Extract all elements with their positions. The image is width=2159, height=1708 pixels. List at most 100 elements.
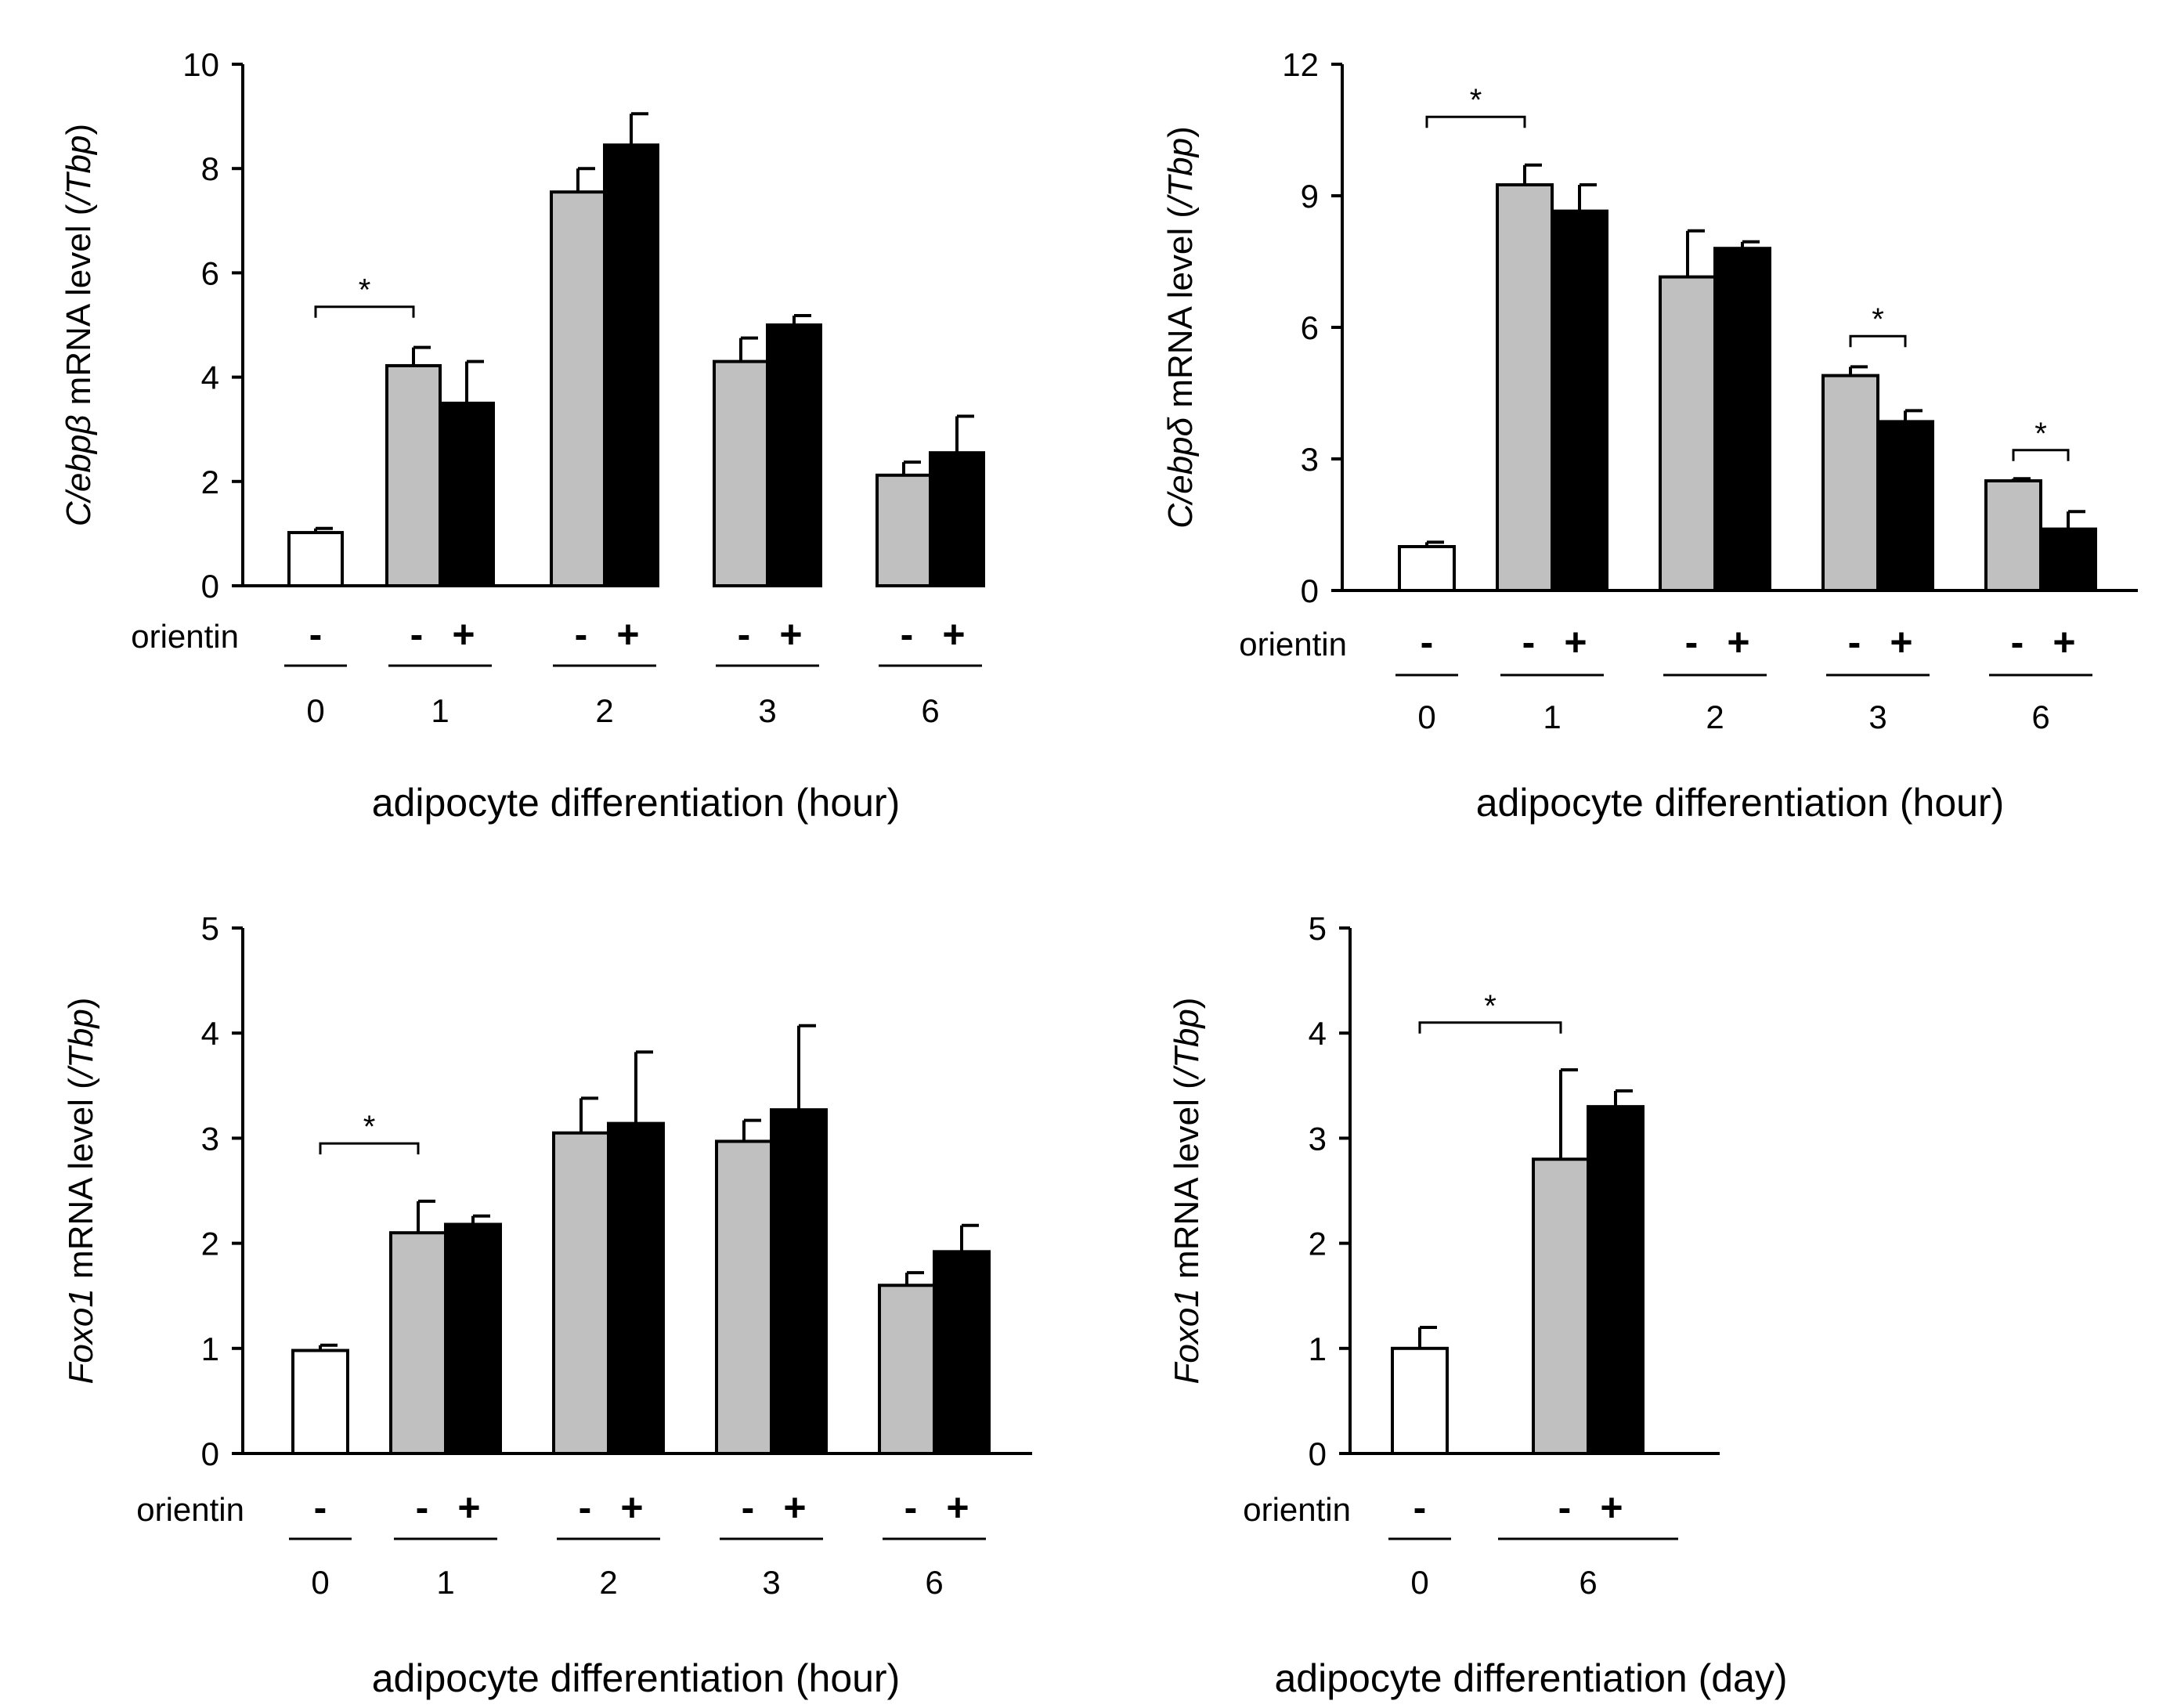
treatment-sign: - [1848,620,1861,664]
y-tick-label: 2 [1309,1226,1327,1262]
y-axis-title-text: mRNA level ( [1161,207,1200,417]
time-label: 0 [306,692,324,729]
y-tick-label: 4 [1309,1015,1327,1052]
treatment-sign: - [742,1486,755,1529]
bar [1532,1157,1590,1455]
time-label: 2 [1706,699,1724,735]
bar [1391,1346,1449,1456]
treatment-label: orientin [136,1491,244,1528]
significance-bracket [1849,334,1907,348]
y-axis-title-ref: /Tbp [62,1009,100,1080]
bar [1984,479,2042,592]
bar [929,451,985,587]
time-label: 0 [1417,699,1435,735]
time-label: 6 [921,692,939,729]
treatment-sign: - [1421,620,1434,664]
treatment-sign: - [309,612,323,656]
treatment-sign: - [1558,1486,1572,1529]
treatment-label: orientin [131,618,239,655]
time-label: 0 [311,1564,329,1601]
bar [389,1231,447,1456]
y-axis-title-end: ) [1161,126,1200,138]
treatment-sign: + [942,612,965,656]
bar [552,1131,610,1455]
y-tick-label: 0 [1301,572,1319,609]
bar [1551,209,1608,592]
bar [770,1108,828,1456]
x-axis-title: adipocyte differentiation (hour) [372,1656,901,1700]
bar [603,143,659,588]
bar [1496,183,1554,592]
time-label: 6 [925,1564,943,1601]
treatment-sign: + [1600,1486,1623,1529]
time-label: 6 [1579,1564,1597,1601]
treatment-sign: - [1522,620,1536,664]
y-tick-label: 5 [1309,910,1327,947]
y-tick-label: 12 [1282,46,1319,83]
time-label: 2 [599,1564,617,1601]
y-axis-title-ref: /Tbp [1168,1009,1206,1080]
y-tick-label: 10 [182,46,219,83]
bar [878,1284,936,1456]
significance-star: * [1872,302,1884,337]
y-tick-label: 1 [1309,1331,1327,1367]
chart-foxo1-hour: 0 1 2 3 4 5 Foxo1 mRNA level (/Tbp) orientin - 0 -… [62,910,1032,1700]
bar [607,1121,665,1456]
significance-star: * [363,1110,376,1144]
bar [550,190,606,587]
treatment-sign: - [904,1486,918,1529]
treatment-sign: - [901,612,914,656]
significance-star: * [2034,417,2047,451]
treatment-sign: + [1564,620,1587,664]
bar [2039,527,2097,592]
y-tick-label: 0 [1309,1435,1327,1472]
significance-bracket [1425,115,1526,128]
bar [287,531,344,587]
y-axis-title-end: ) [1168,998,1206,1009]
treatment-sign: - [2011,620,2024,664]
y-tick-label: 6 [201,255,219,291]
y-tick-label: 0 [201,568,219,605]
x-axis-title: adipocyte differentiation (hour) [372,781,901,825]
y-tick-label: 9 [1301,178,1319,215]
treatment-sign: - [314,1486,327,1529]
y-tick-label: 2 [201,1226,219,1262]
y-axis-title-text: mRNA level ( [62,1078,100,1288]
time-label: 3 [758,692,776,729]
treatment-sign: + [783,1486,806,1529]
bar [1659,275,1717,592]
y-tick-label: 1 [201,1331,219,1367]
time-label: 2 [595,692,613,729]
treatment-sign: + [1727,620,1749,664]
treatment-label: orientin [1243,1491,1351,1528]
treatment-sign: + [620,1486,643,1529]
treatment-sign: + [457,1486,480,1529]
y-axis-title-ref: /Tbp [1161,138,1200,209]
treatment-sign: - [1413,1486,1427,1529]
treatment-sign: + [1890,620,1912,664]
bar [715,1139,773,1456]
y-tick-label: 5 [201,910,219,947]
y-tick-label: 3 [1301,441,1319,478]
y-axis-title: Foxo1 mRNA level (/Tbp) [1168,998,1206,1385]
treatment-label: orientin [1239,626,1347,663]
time-label: 3 [762,1564,780,1601]
bar [876,473,932,587]
y-tick-label: 4 [201,1015,219,1052]
treatment-sign: + [2052,620,2075,664]
y-tick-label: 8 [201,150,219,187]
y-axis-title-gene: Foxo1 [62,1288,100,1384]
y-axis-title: C/ebpβ mRNA level (/Tbp) [60,124,98,526]
bar [291,1349,349,1456]
time-label: 1 [431,692,449,729]
treatment-sign: + [779,612,802,656]
bar [713,359,769,587]
y-axis-title-end: ) [62,998,100,1009]
y-axis-title-text: mRNA level ( [60,204,98,414]
y-tick-label: 6 [1301,309,1319,346]
y-axis-title-text: mRNA level ( [1168,1078,1206,1288]
significance-star: * [1484,989,1496,1024]
bar [1713,247,1771,592]
